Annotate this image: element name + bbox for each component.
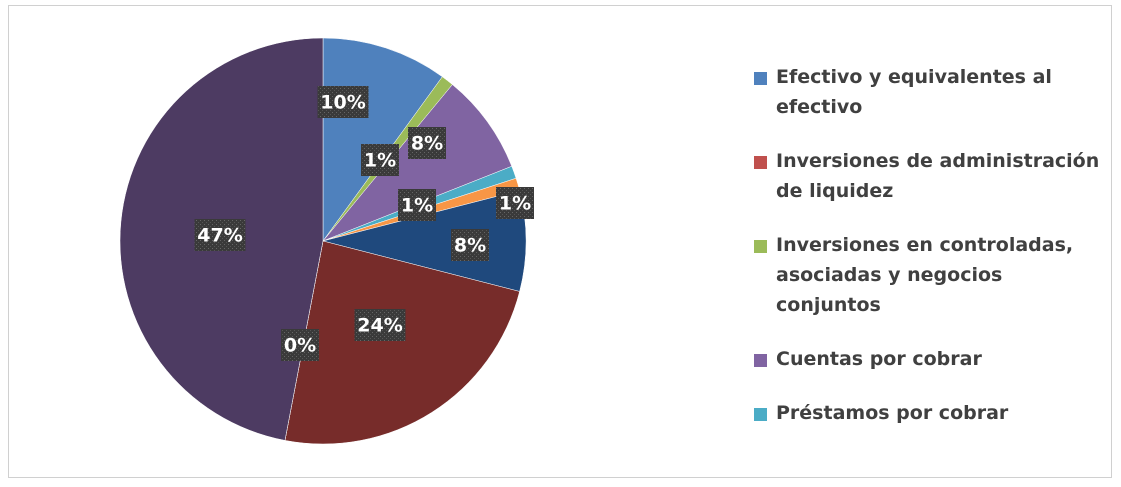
data-label-box [361, 144, 399, 176]
legend-label: Efectivo y equivalentes al efectivo [776, 66, 1052, 118]
data-label: 24% [357, 315, 402, 337]
legend-swatch [754, 408, 767, 421]
data-label-box [194, 219, 246, 251]
data-label-box [496, 187, 534, 219]
legend-item: Cuentas por cobrar [750, 344, 1110, 374]
legend-item: Préstamos por cobrar [750, 398, 1110, 428]
legend-swatch [754, 354, 767, 367]
data-label-box [281, 329, 319, 361]
data-label-box [408, 127, 446, 159]
pie-slice [322, 84, 513, 242]
data-label: 8% [411, 133, 443, 155]
chart-frame [8, 5, 1112, 478]
data-label: 1% [499, 193, 531, 215]
data-label-box [451, 229, 489, 261]
legend-swatch [754, 72, 767, 85]
data-label: 1% [401, 195, 433, 217]
pie-slice [284, 240, 520, 445]
legend-swatch [754, 156, 767, 169]
data-label-box [398, 189, 436, 221]
legend: Efectivo y equivalentes al efectivo Inver… [750, 62, 1110, 452]
legend-label: Inversiones de administración de liquide… [776, 150, 1100, 202]
data-label: 10% [320, 92, 365, 114]
legend-label: Préstamos por cobrar [776, 402, 1009, 424]
data-label-box [317, 86, 369, 118]
data-label-box [354, 309, 406, 341]
data-label: 1% [364, 150, 396, 172]
data-label: 0% [284, 335, 316, 357]
legend-item: Inversiones en controladas, asociadas y … [750, 230, 1110, 320]
legend-item: Efectivo y equivalentes al efectivo [750, 62, 1110, 122]
data-label: 47% [197, 225, 242, 247]
legend-swatch [754, 240, 767, 253]
legend-item: Inversiones de administración de liquide… [750, 146, 1110, 206]
legend-label: Cuentas por cobrar [776, 348, 982, 370]
legend-label: Inversiones en controladas, asociadas y … [776, 234, 1074, 316]
data-label: 8% [454, 235, 486, 257]
